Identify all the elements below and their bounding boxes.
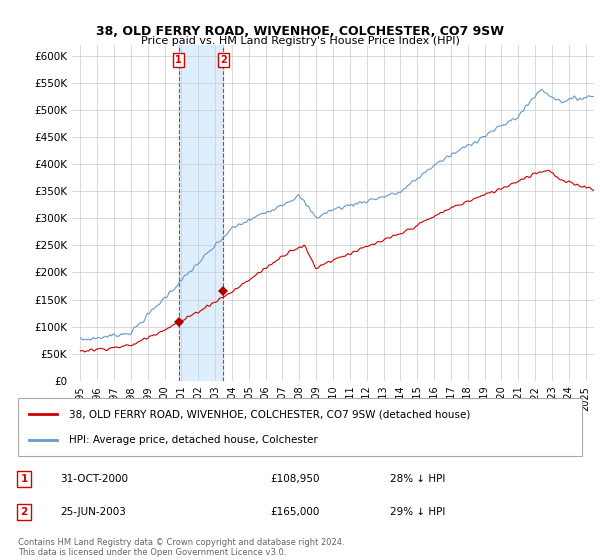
- Text: 38, OLD FERRY ROAD, WIVENHOE, COLCHESTER, CO7 9SW (detached house): 38, OLD FERRY ROAD, WIVENHOE, COLCHESTER…: [69, 409, 470, 419]
- Text: 38, OLD FERRY ROAD, WIVENHOE, COLCHESTER, CO7 9SW: 38, OLD FERRY ROAD, WIVENHOE, COLCHESTER…: [96, 25, 504, 38]
- Text: Price paid vs. HM Land Registry's House Price Index (HPI): Price paid vs. HM Land Registry's House …: [140, 36, 460, 46]
- Text: 29% ↓ HPI: 29% ↓ HPI: [390, 507, 445, 517]
- Text: 1: 1: [175, 55, 182, 65]
- Text: £165,000: £165,000: [270, 507, 319, 517]
- Text: 2: 2: [220, 55, 227, 65]
- Text: Contains HM Land Registry data © Crown copyright and database right 2024.
This d: Contains HM Land Registry data © Crown c…: [18, 538, 344, 557]
- Text: £108,950: £108,950: [270, 474, 320, 484]
- Text: HPI: Average price, detached house, Colchester: HPI: Average price, detached house, Colc…: [69, 435, 317, 445]
- Text: 31-OCT-2000: 31-OCT-2000: [60, 474, 128, 484]
- Text: 28% ↓ HPI: 28% ↓ HPI: [390, 474, 445, 484]
- Bar: [179, 45, 223, 381]
- Text: 25-JUN-2003: 25-JUN-2003: [60, 507, 126, 517]
- FancyBboxPatch shape: [18, 398, 582, 456]
- Text: 1: 1: [20, 474, 28, 484]
- Text: 2: 2: [20, 507, 28, 517]
